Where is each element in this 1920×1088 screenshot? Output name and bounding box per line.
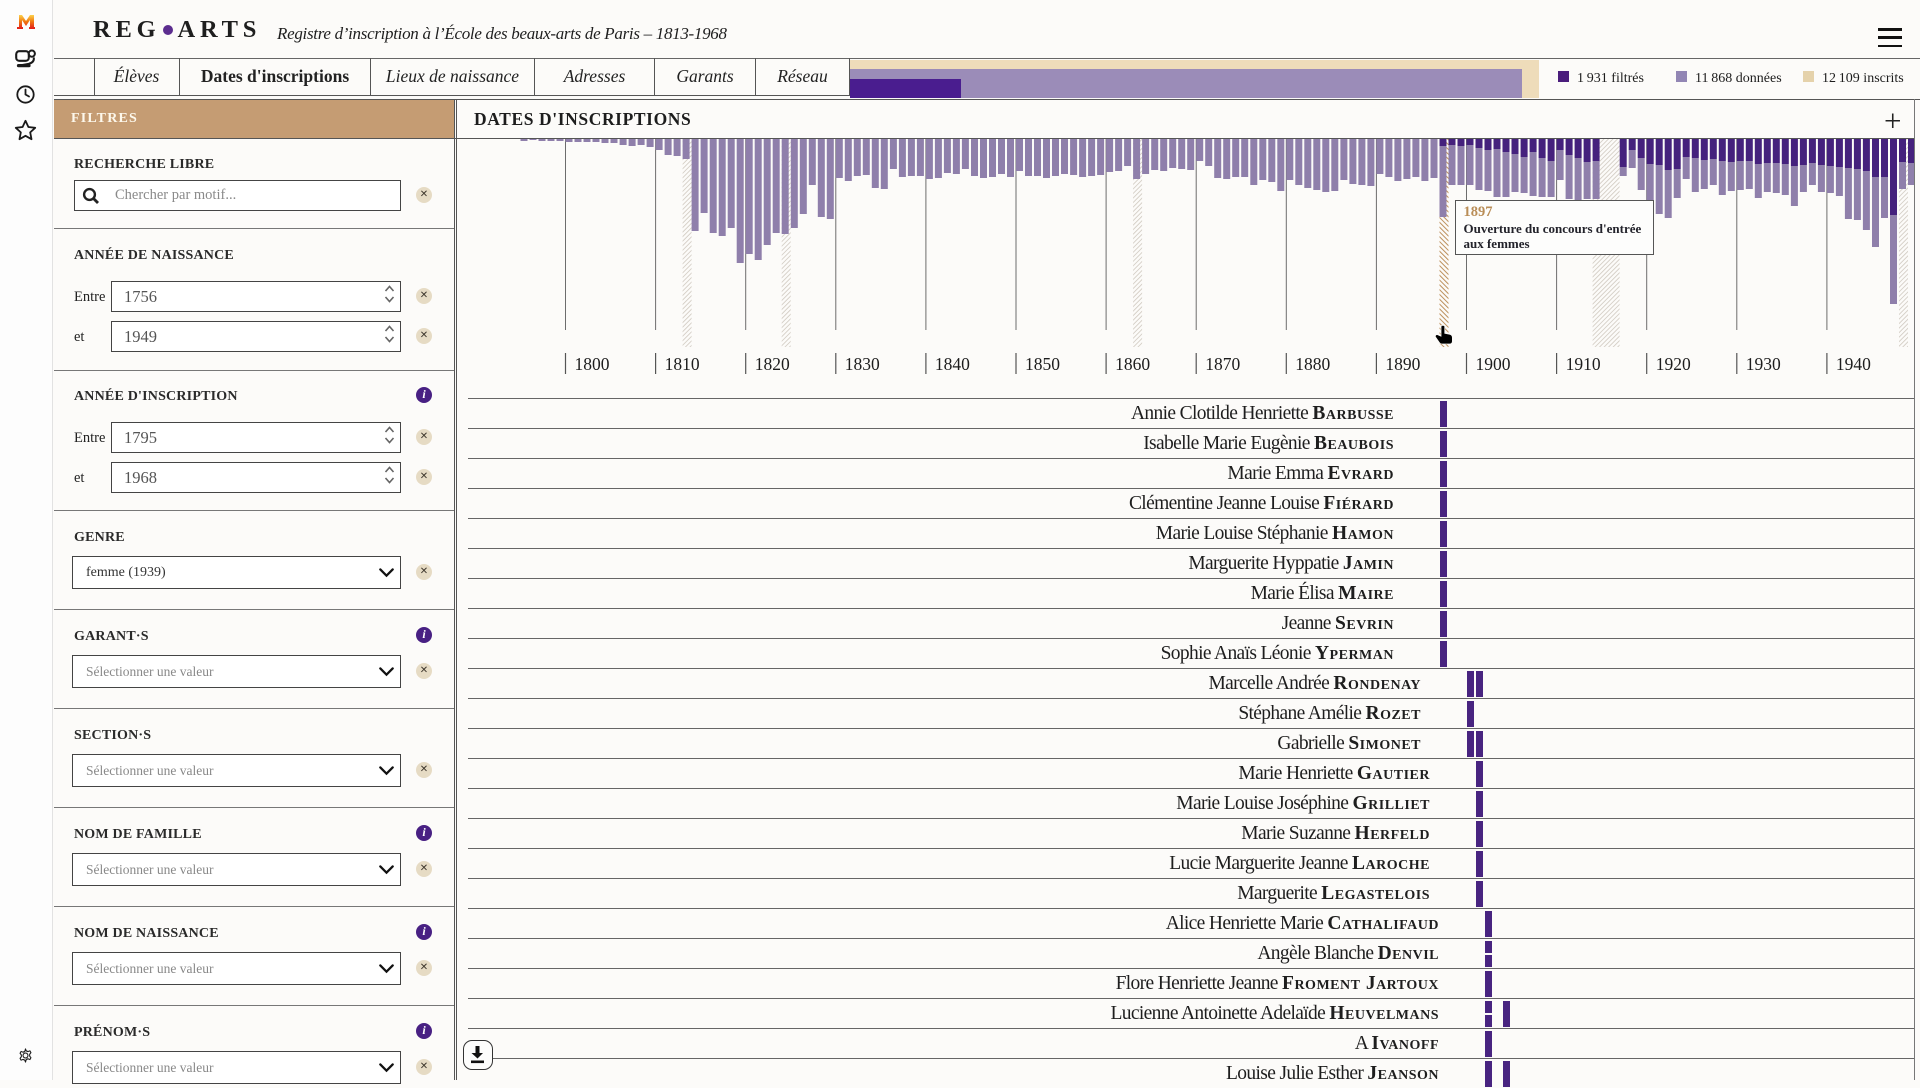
svg-text:1850: 1850 bbox=[1025, 354, 1060, 374]
svg-text:1830: 1830 bbox=[845, 354, 880, 374]
svg-text:1820: 1820 bbox=[755, 354, 790, 374]
svg-text:1890: 1890 bbox=[1385, 354, 1420, 374]
svg-text:1810: 1810 bbox=[665, 354, 700, 374]
svg-text:1930: 1930 bbox=[1746, 354, 1781, 374]
svg-text:1900: 1900 bbox=[1476, 354, 1511, 374]
svg-text:1910: 1910 bbox=[1566, 354, 1601, 374]
svg-text:1920: 1920 bbox=[1656, 354, 1691, 374]
svg-text:1940: 1940 bbox=[1836, 354, 1871, 374]
svg-text:1880: 1880 bbox=[1295, 354, 1330, 374]
svg-text:1870: 1870 bbox=[1205, 354, 1240, 374]
svg-text:1840: 1840 bbox=[935, 354, 970, 374]
svg-text:1800: 1800 bbox=[575, 354, 610, 374]
svg-text:1860: 1860 bbox=[1115, 354, 1150, 374]
